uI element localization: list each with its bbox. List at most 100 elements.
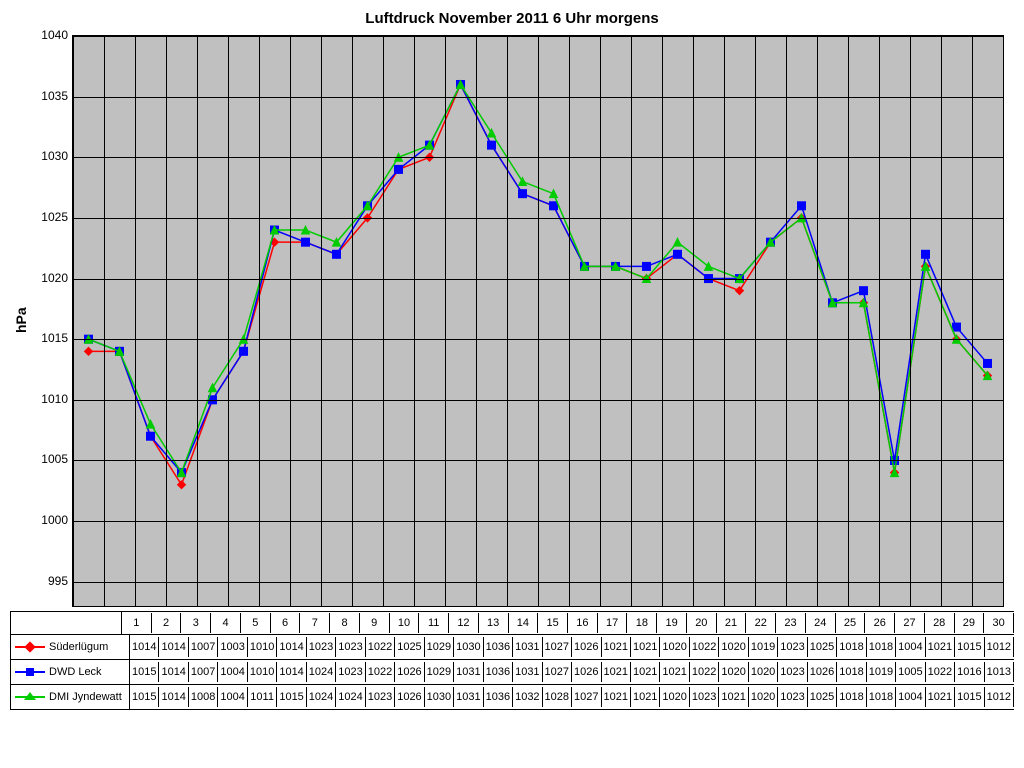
data-cell: 1026: [395, 687, 424, 707]
data-cell: 1014: [159, 687, 188, 707]
y-axis-label: hPa: [10, 35, 32, 605]
data-cell: 1021: [602, 687, 631, 707]
gridline-v: [693, 36, 694, 606]
data-cell: 1036: [484, 662, 513, 682]
gridline-v: [197, 36, 198, 606]
data-cell: 1019: [867, 662, 896, 682]
y-tick: 1030: [41, 149, 68, 163]
x-label: 30: [984, 613, 1014, 633]
data-cell: 1010: [248, 637, 277, 657]
x-label: 27: [895, 613, 925, 633]
data-cell: 1026: [395, 662, 424, 682]
data-cell: 1020: [719, 662, 748, 682]
table-row: DWD Leck10151014100710041010101410241023…: [10, 660, 1014, 685]
data-cell: 1024: [336, 687, 365, 707]
data-cell: 1020: [719, 637, 748, 657]
x-label: 12: [449, 613, 479, 633]
series-marker: [147, 432, 155, 440]
data-cell: 1023: [336, 662, 365, 682]
data-cell: 1026: [572, 662, 601, 682]
data-cell: 1023: [366, 687, 395, 707]
data-cell: 1018: [837, 687, 866, 707]
data-cell: 1029: [425, 662, 454, 682]
series-marker: [736, 287, 744, 295]
table-row: DMI Jyndewatt101510141008100410111015102…: [10, 685, 1014, 710]
data-cell: 1027: [543, 637, 572, 657]
series-marker: [519, 178, 527, 186]
legend-cell: DWD Leck: [10, 660, 130, 684]
data-cell: 1023: [307, 637, 336, 657]
x-label: 10: [390, 613, 420, 633]
series-marker: [798, 202, 806, 210]
data-cell: 1027: [572, 687, 601, 707]
data-cell: 1012: [985, 637, 1014, 657]
chart-container: Luftdruck November 2011 6 Uhr morgens hP…: [10, 10, 1014, 710]
y-tick: 1000: [41, 513, 68, 527]
data-cell: 1007: [189, 637, 218, 657]
gridline-v: [352, 36, 353, 606]
data-cell: 1019: [749, 637, 778, 657]
x-label: 7: [300, 613, 330, 633]
data-cell: 1015: [277, 687, 306, 707]
y-tick: 1025: [41, 210, 68, 224]
data-cell: 1018: [867, 637, 896, 657]
series-name: DWD Leck: [49, 666, 102, 678]
x-label: 24: [806, 613, 836, 633]
data-cell: 1014: [277, 662, 306, 682]
x-label: 14: [509, 613, 539, 633]
gridline-v: [538, 36, 539, 606]
y-tick: 1040: [41, 28, 68, 42]
legend-cell: Süderlügum: [10, 635, 130, 659]
y-tick: 1035: [41, 89, 68, 103]
y-tick: 1005: [41, 452, 68, 466]
data-cell: 1025: [808, 637, 837, 657]
data-cell: 1024: [307, 662, 336, 682]
gridline-v: [507, 36, 508, 606]
data-cell: 1028: [543, 687, 572, 707]
x-label: 29: [955, 613, 985, 633]
data-cell: 1023: [778, 662, 807, 682]
data-cell: 1021: [631, 637, 660, 657]
data-cell: 1032: [513, 687, 542, 707]
data-cell: 1023: [336, 637, 365, 657]
series-marker: [550, 202, 558, 210]
y-tick: 995: [48, 574, 68, 588]
x-labels-row: 1234567891011121314151617181920212223242…: [10, 612, 1014, 635]
y-tick: 1020: [41, 271, 68, 285]
series-marker: [984, 359, 992, 367]
gridline-v: [290, 36, 291, 606]
series-marker: [674, 250, 682, 258]
series-marker: [240, 347, 248, 355]
series-marker: [488, 141, 496, 149]
data-cell: 1018: [867, 687, 896, 707]
x-label: 21: [717, 613, 747, 633]
series-name: DMI Jyndewatt: [49, 691, 122, 703]
data-cell: 1021: [926, 687, 955, 707]
data-cell: 1018: [837, 662, 866, 682]
data-cell: 1014: [277, 637, 306, 657]
x-label: 2: [152, 613, 182, 633]
data-cell: 1023: [778, 637, 807, 657]
x-label: 11: [419, 613, 449, 633]
data-cell: 1014: [159, 637, 188, 657]
data-cell: 1024: [307, 687, 336, 707]
x-label: 19: [657, 613, 687, 633]
data-cell: 1036: [484, 637, 513, 657]
gridline-v: [445, 36, 446, 606]
series-marker: [643, 262, 651, 270]
x-label: 17: [598, 613, 628, 633]
data-cell: 1016: [955, 662, 984, 682]
x-label: 20: [687, 613, 717, 633]
data-cell: 1022: [366, 662, 395, 682]
data-cell: 1021: [660, 662, 689, 682]
y-tick: 1010: [41, 392, 68, 406]
x-label: 28: [925, 613, 955, 633]
series-name: Süderlügum: [49, 641, 108, 653]
gridline-v: [166, 36, 167, 606]
gridline-v: [600, 36, 601, 606]
data-cell: 1021: [631, 662, 660, 682]
chart-title: Luftdruck November 2011 6 Uhr morgens: [10, 10, 1014, 27]
data-cell: 1031: [513, 637, 542, 657]
data-cell: 1031: [454, 687, 483, 707]
data-cell: 1008: [189, 687, 218, 707]
